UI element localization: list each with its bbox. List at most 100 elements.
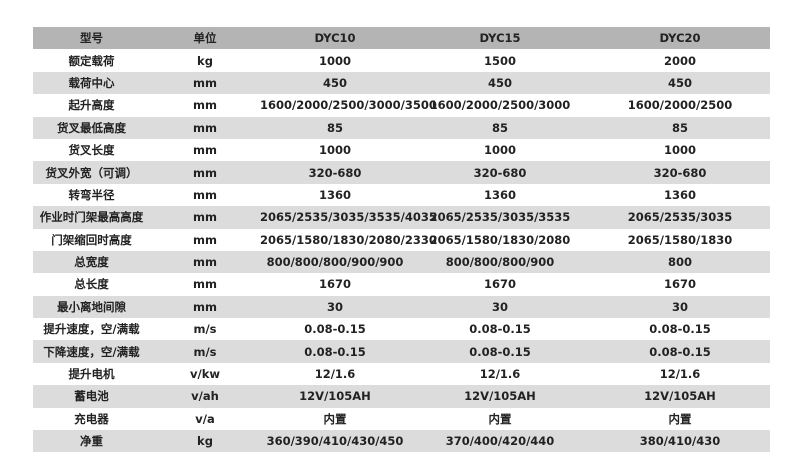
table-row: 载荷中心 mm 450 450 450 <box>33 71 770 95</box>
cell-unit: mm <box>150 206 260 229</box>
header-dyc15: DYC15 <box>410 27 590 50</box>
cell-unit: v/kw <box>150 362 260 386</box>
cell-unit: m/s <box>150 318 260 341</box>
cell-dyc20: 1670 <box>590 273 770 296</box>
cell-model: 货叉长度 <box>33 138 150 162</box>
header-dyc10: DYC10 <box>260 27 410 50</box>
cell-dyc15: 0.08-0.15 <box>410 318 590 341</box>
cell-unit: v/ah <box>150 385 260 408</box>
cell-dyc10: 0.08-0.15 <box>260 340 410 363</box>
cell-unit: mm <box>150 138 260 162</box>
cell-dyc10: 320-680 <box>260 161 410 184</box>
cell-dyc15: 1600/2000/2500/3000 <box>410 94 590 117</box>
cell-model: 起升高度 <box>33 94 150 117</box>
cell-model: 额定载荷 <box>33 49 150 72</box>
table-row: 货叉长度 mm 1000 1000 1000 <box>33 138 770 162</box>
cell-model: 总宽度 <box>33 250 150 274</box>
cell-dyc10: 1360 <box>260 183 410 207</box>
cell-unit: mm <box>150 228 260 251</box>
cell-dyc20: 85 <box>590 116 770 139</box>
cell-dyc10: 0.08-0.15 <box>260 318 410 341</box>
cell-dyc10: 1670 <box>260 273 410 296</box>
cell-dyc15: 30 <box>410 295 590 319</box>
cell-dyc20: 380/410/430 <box>590 430 770 453</box>
cell-dyc20: 30 <box>590 295 770 319</box>
cell-dyc20: 2000 <box>590 49 770 72</box>
cell-dyc20: 12V/105AH <box>590 385 770 408</box>
table-row: 下降速度，空/满载 m/s 0.08-0.15 0.08-0.15 0.08-0.15 <box>33 340 770 363</box>
cell-unit: v/a <box>150 407 260 431</box>
cell-model: 蓄电池 <box>33 385 150 408</box>
header-model: 型号 <box>33 27 150 50</box>
cell-dyc15: 12/1.6 <box>410 362 590 386</box>
cell-unit: m/s <box>150 340 260 363</box>
cell-model: 作业时门架最高高度 <box>33 206 150 229</box>
table-row: 门架缩回时高度 mm 2065/1580/1830/2080/2330 2065/15… <box>33 228 770 251</box>
cell-dyc20: 800 <box>590 250 770 274</box>
cell-dyc15: 1500 <box>410 49 590 72</box>
cell-dyc15: 1000 <box>410 138 590 162</box>
cell-unit: mm <box>150 273 260 296</box>
cell-unit: kg <box>150 430 260 453</box>
cell-model: 净重 <box>33 430 150 453</box>
table-row: 额定载荷 kg 1000 1500 2000 <box>33 49 770 72</box>
table-row: 净重 kg 360/390/410/430/450 370/400/420/440 38… <box>33 430 770 453</box>
cell-model: 总长度 <box>33 273 150 296</box>
cell-dyc10: 12V/105AH <box>260 385 410 408</box>
cell-dyc10: 2065/2535/3035/3535/4035 <box>260 206 437 229</box>
cell-dyc10: 12/1.6 <box>260 362 410 386</box>
cell-unit: mm <box>150 295 260 319</box>
cell-dyc20: 2065/1580/1830 <box>590 228 770 251</box>
cell-dyc15: 2065/2535/3035/3535 <box>410 206 590 229</box>
cell-dyc15: 0.08-0.15 <box>410 340 590 363</box>
cell-model: 载荷中心 <box>33 71 150 95</box>
cell-dyc15: 1670 <box>410 273 590 296</box>
cell-dyc20: 0.08-0.15 <box>590 318 770 341</box>
cell-dyc10: 450 <box>260 71 410 95</box>
table-row: 总长度 mm 1670 1670 1670 <box>33 273 770 296</box>
cell-dyc10: 30 <box>260 295 410 319</box>
cell-dyc20: 320-680 <box>590 161 770 184</box>
table-row: 起升高度 mm 1600/2000/2500/3000/3500 1600/2000/… <box>33 94 770 117</box>
table-row: 充电器 v/a 内置 内置 内置 <box>33 407 770 431</box>
table-row: 转弯半径 mm 1360 1360 1360 <box>33 183 770 207</box>
cell-dyc15: 12V/105AH <box>410 385 590 408</box>
cell-dyc10: 1600/2000/2500/3000/3500 <box>260 94 437 117</box>
table-row: 货叉外宽（可调） mm 320-680 320-680 320-680 <box>33 161 770 184</box>
cell-model: 提升速度，空/满载 <box>33 318 150 341</box>
cell-dyc20: 1360 <box>590 183 770 207</box>
cell-dyc20: 1000 <box>590 138 770 162</box>
spec-table: 型号 单位 DYC10 DYC15 DYC20 额定载荷 kg 1000 1500 2000 载荷中… <box>33 27 770 453</box>
cell-model: 下降速度，空/满载 <box>33 340 150 363</box>
table-row: 蓄电池 v/ah 12V/105AH 12V/105AH 12V/105AH <box>33 385 770 408</box>
cell-dyc20: 0.08-0.15 <box>590 340 770 363</box>
cell-dyc15: 320-680 <box>410 161 590 184</box>
cell-unit: mm <box>150 94 260 117</box>
table-row: 提升电机 v/kw 12/1.6 12/1.6 12/1.6 <box>33 362 770 386</box>
cell-dyc10: 2065/1580/1830/2080/2330 <box>260 228 437 251</box>
cell-model: 转弯半径 <box>33 183 150 207</box>
cell-dyc10: 360/390/410/430/450 <box>260 430 410 453</box>
header-dyc20: DYC20 <box>590 27 770 50</box>
table-row: 最小离地间隙 mm 30 30 30 <box>33 295 770 319</box>
cell-unit: kg <box>150 49 260 72</box>
table-row: 总宽度 mm 800/800/800/900/900 800/800/800/900 8… <box>33 250 770 274</box>
cell-dyc20: 450 <box>590 71 770 95</box>
cell-model: 充电器 <box>33 407 150 431</box>
cell-model: 提升电机 <box>33 362 150 386</box>
cell-unit: mm <box>150 250 260 274</box>
cell-dyc20: 2065/2535/3035 <box>590 206 770 229</box>
cell-model: 货叉外宽（可调） <box>33 161 150 184</box>
cell-dyc15: 2065/1580/1830/2080 <box>410 228 590 251</box>
cell-dyc20: 1600/2000/2500 <box>590 94 770 117</box>
cell-unit: mm <box>150 161 260 184</box>
cell-dyc15: 800/800/800/900 <box>410 250 590 274</box>
cell-dyc10: 1000 <box>260 138 410 162</box>
cell-unit: mm <box>150 183 260 207</box>
cell-dyc10: 内置 <box>260 407 410 431</box>
cell-dyc15: 1360 <box>410 183 590 207</box>
cell-dyc15: 450 <box>410 71 590 95</box>
cell-dyc10: 800/800/800/900/900 <box>260 250 410 274</box>
cell-dyc20: 12/1.6 <box>590 362 770 386</box>
cell-dyc10: 1000 <box>260 49 410 72</box>
